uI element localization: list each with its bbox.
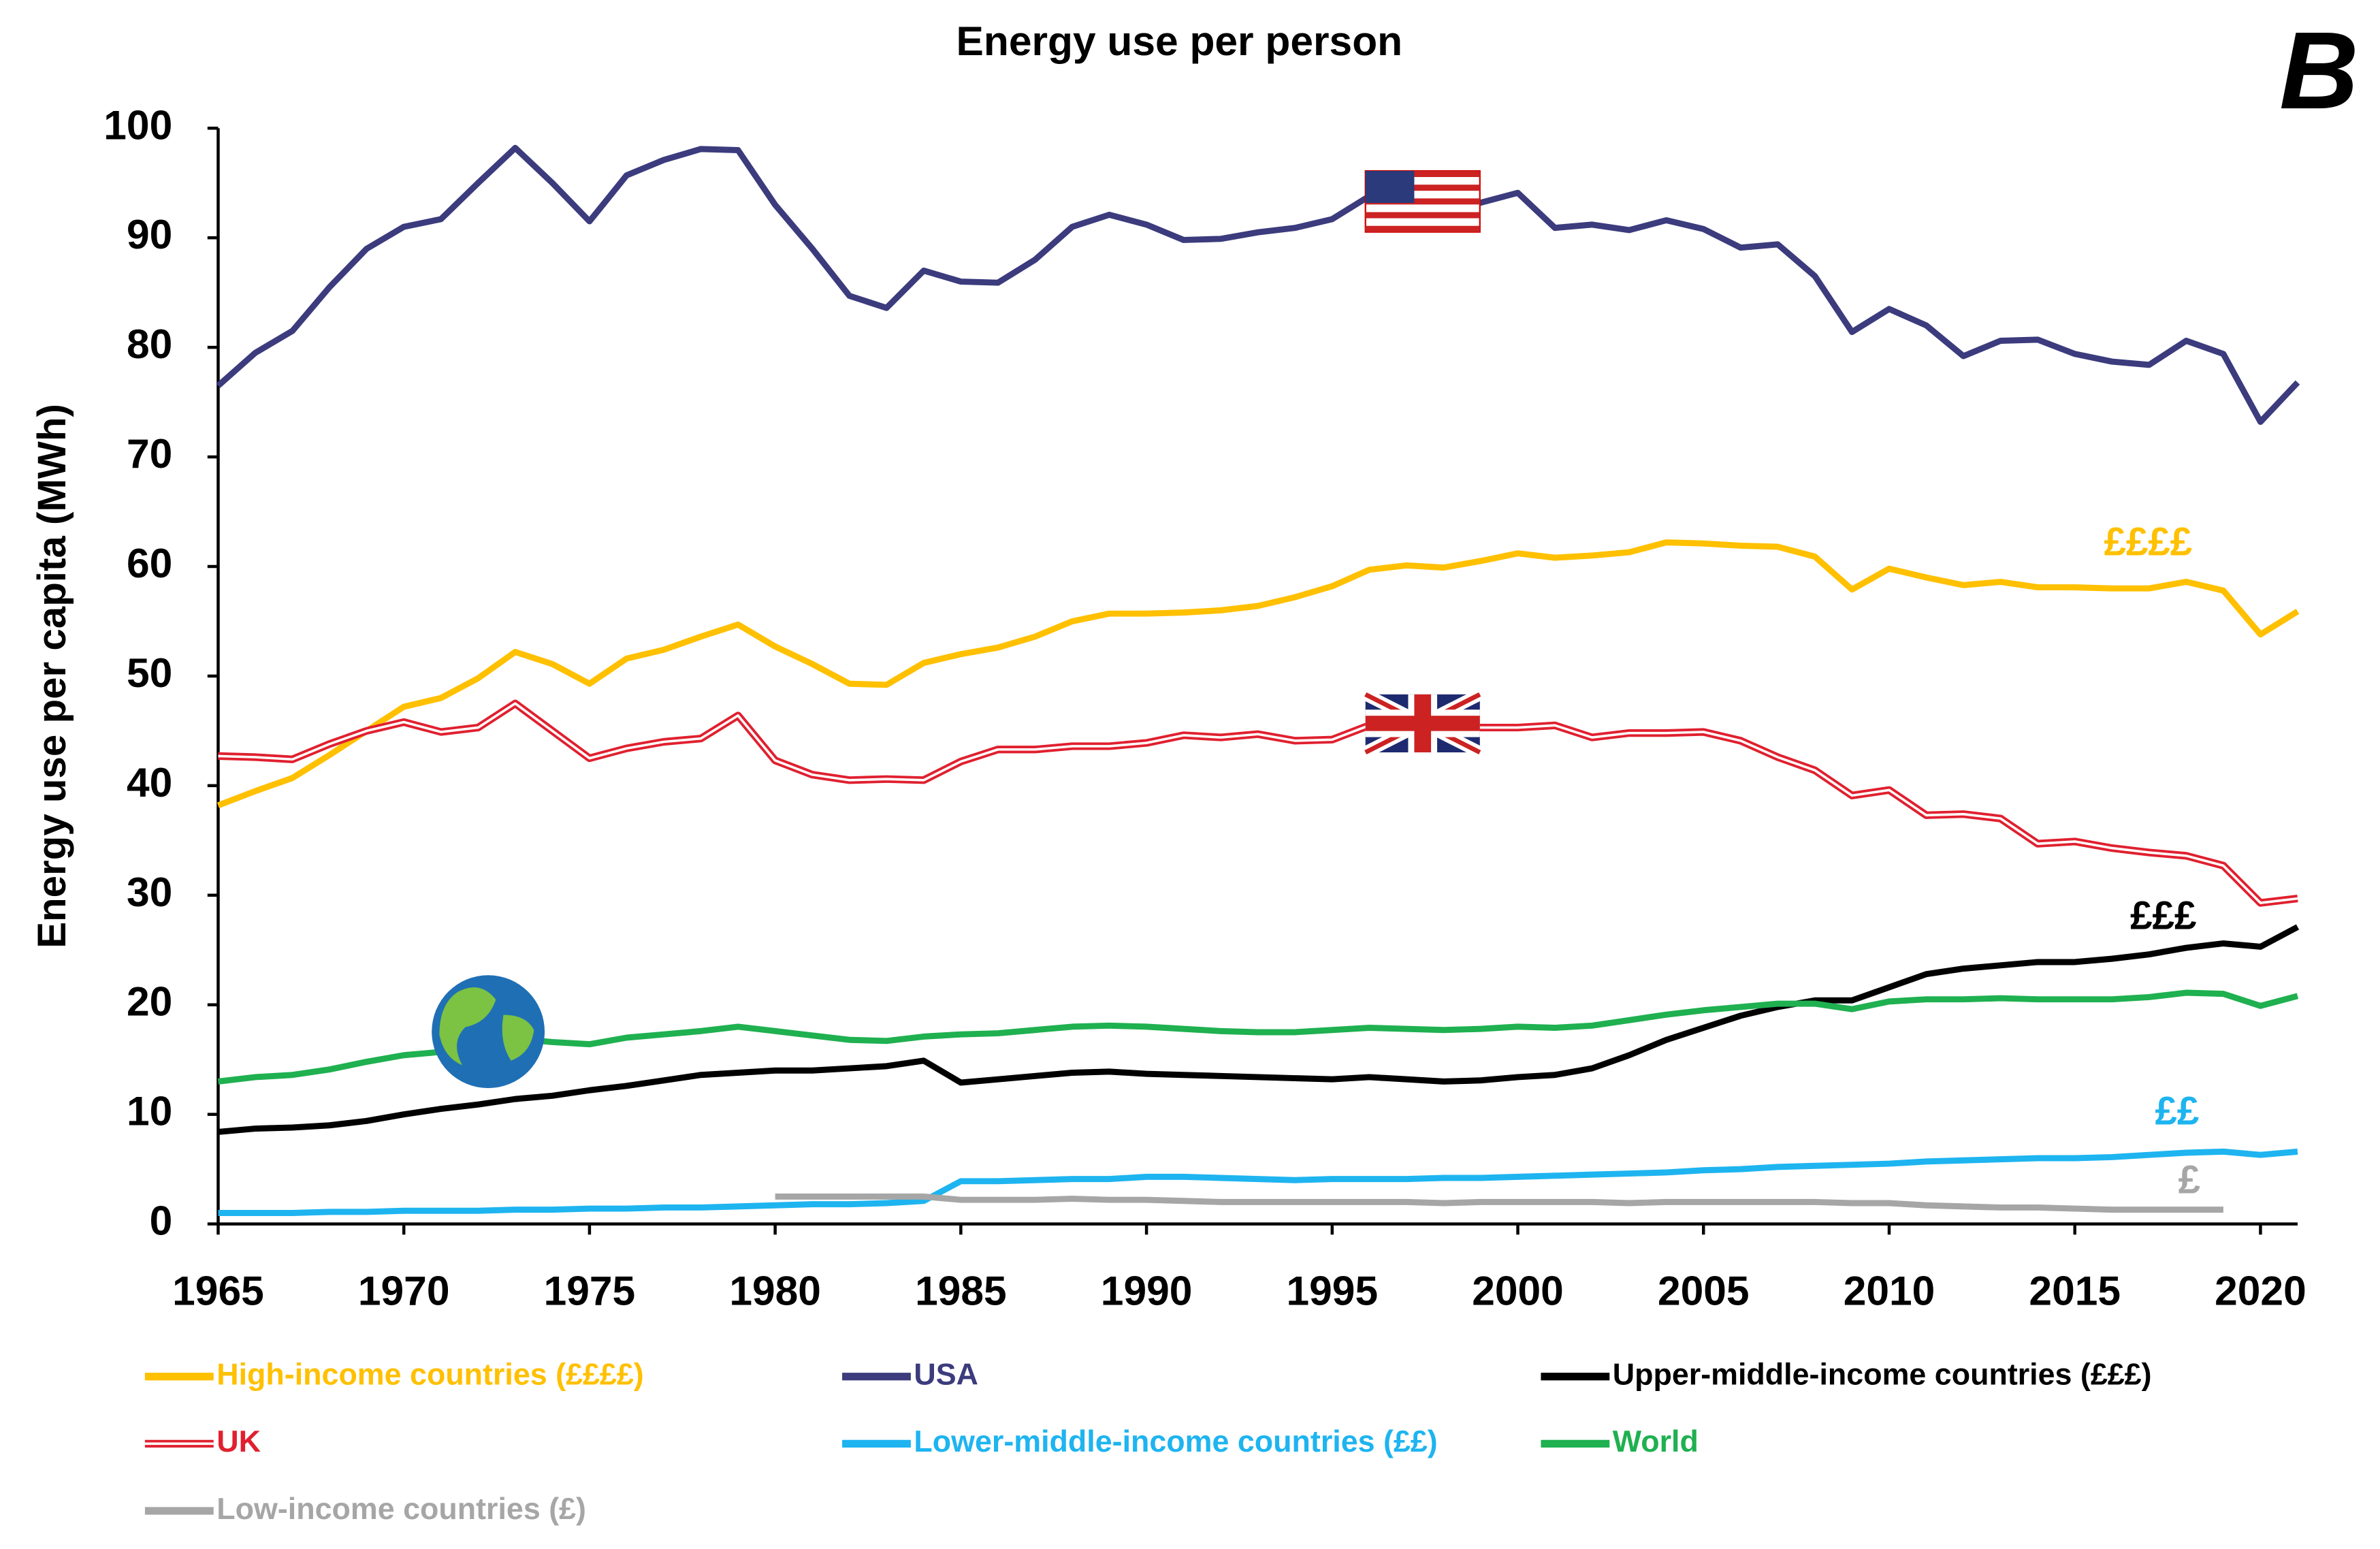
annotation: £££ — [2130, 894, 2196, 938]
series-line — [216, 144, 2300, 426]
annotation: ££££ — [2104, 520, 2193, 564]
series-line — [217, 989, 2299, 1085]
y-tick-label: 20 — [127, 978, 172, 1025]
x-tick-label: 2005 — [1658, 1268, 1750, 1314]
legend-label: USA — [914, 1358, 978, 1392]
y-tick-label: 100 — [103, 101, 172, 148]
legend-label: High-income countries (££££) — [216, 1358, 643, 1392]
y-tick-label: 80 — [127, 321, 172, 367]
x-tick-label: 2010 — [1844, 1268, 1935, 1314]
series-line — [775, 1193, 2223, 1213]
series-line — [218, 924, 2300, 1135]
y-tick-label: 0 — [150, 1198, 173, 1244]
globe-icon — [432, 975, 545, 1089]
y-tick-label: 10 — [127, 1088, 172, 1134]
annotation: B — [2279, 10, 2359, 132]
x-tick-label: 1965 — [172, 1268, 264, 1314]
legend-label: Upper-middle-income countries (£££) — [1613, 1358, 2152, 1392]
x-tick-label: 2000 — [1472, 1268, 1564, 1314]
plot-area: 0 10 20 30 40 50 60 70 80 90 100 1965 1970 1975 1980 19… — [103, 101, 2306, 1313]
series-line — [216, 539, 2300, 809]
x-tick-label: 2020 — [2215, 1268, 2306, 1314]
x-tick-label: 1980 — [729, 1268, 821, 1314]
legend-label: Lower-middle-income countries (££) — [914, 1424, 1437, 1458]
y-tick-label: 30 — [127, 869, 172, 915]
series-line — [218, 1148, 2298, 1216]
y-axis-label: Energy use per capita (MWh) — [30, 404, 74, 948]
x-tick-label: 1990 — [1101, 1268, 1193, 1314]
x-tick-label: 1985 — [915, 1268, 1007, 1314]
legend-label: World — [1613, 1424, 1699, 1458]
uk-flag — [1362, 688, 1483, 758]
usa-flag — [1364, 170, 1481, 233]
x-tick-label: 1970 — [358, 1268, 450, 1314]
y-tick-label: 70 — [127, 430, 172, 477]
chart-title: Energy use per person — [956, 18, 1403, 64]
series-line-inner — [218, 702, 2298, 904]
y-tick-label: 90 — [127, 211, 172, 257]
y-tick-label: 60 — [127, 540, 172, 586]
x-tick-label: 1975 — [544, 1268, 636, 1314]
y-tick-label: 40 — [127, 759, 172, 805]
annotation: ££ — [2155, 1089, 2200, 1134]
y-tick-label: 50 — [127, 650, 172, 696]
legend-label: Low-income countries (£) — [216, 1492, 586, 1526]
annotation: £ — [2178, 1157, 2200, 1202]
x-tick-label: 2015 — [2029, 1268, 2121, 1314]
x-tick-label: 1995 — [1287, 1268, 1379, 1314]
legend-label: UK — [216, 1424, 261, 1458]
